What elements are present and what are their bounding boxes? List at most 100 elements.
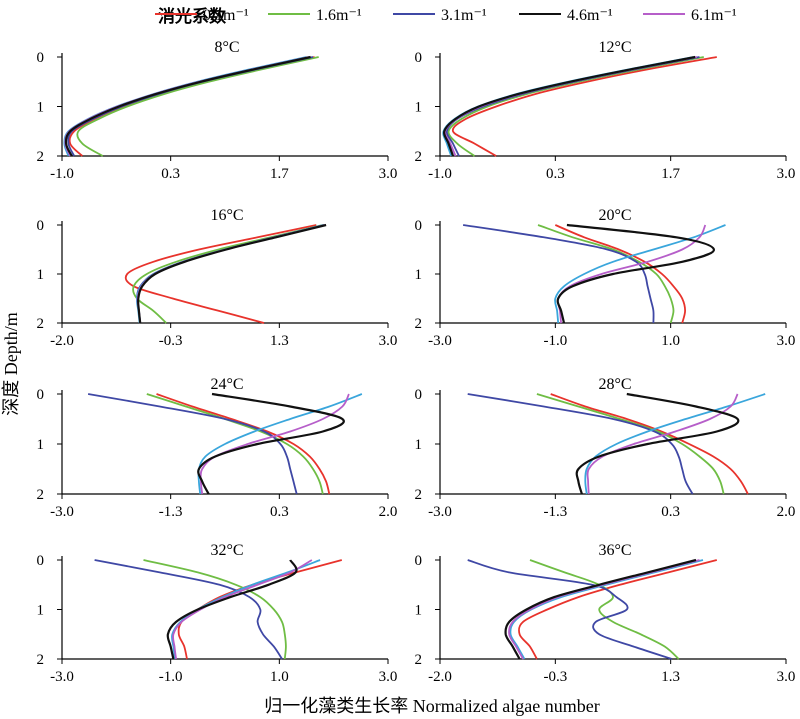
y-tick-label: 2 [37, 652, 45, 668]
y-tick-label: 0 [415, 553, 423, 569]
y-tick-label: 1 [37, 267, 45, 283]
x-tick-label: 0.3 [546, 166, 565, 182]
x-tick-label: -0.3 [159, 333, 183, 349]
series-line [508, 559, 700, 660]
panel: 8°C 0 1 2 -1.0 0.3 1.7 3.0 [37, 39, 398, 182]
series-line [197, 393, 363, 495]
series-line [451, 56, 717, 157]
y-tick-label: 2 [415, 652, 423, 668]
x-tick-label: -3.0 [428, 333, 452, 349]
panel-title: 20°C [598, 207, 631, 224]
legend-label: 6.1m⁻¹ [691, 7, 737, 24]
y-tick-label: 1 [37, 603, 45, 619]
x-tick-label: 1.3 [270, 333, 289, 349]
series-line [136, 224, 325, 324]
x-tick-label: -2.0 [50, 333, 74, 349]
legend: 消光系数 0.1m⁻¹ 1.6m⁻¹ 3.1m⁻¹ 4.6m⁻¹ 6.1m⁻¹ [155, 6, 737, 26]
y-tick-label: 1 [37, 437, 45, 453]
x-tick-label: -1.3 [159, 504, 183, 520]
series-line [197, 392, 345, 495]
series-line [166, 559, 298, 660]
x-tick-label: 1.7 [270, 166, 289, 182]
series-line [509, 559, 704, 660]
series-line [586, 393, 739, 495]
y-tick-label: 0 [37, 387, 45, 403]
series-line [67, 56, 314, 157]
series-line [554, 224, 726, 324]
y-tick-label: 2 [415, 149, 423, 165]
x-tick-label: -1.0 [50, 166, 74, 182]
series-line [504, 558, 697, 660]
series-line [529, 559, 680, 660]
x-tick-label: -1.0 [159, 669, 183, 685]
y-tick-label: 0 [415, 387, 423, 403]
x-tick-label: -3.0 [50, 504, 74, 520]
y-tick-label: 1 [415, 437, 423, 453]
panel: 28°C 0 1 2 -3.0 -1.3 0.3 2.0 [415, 376, 796, 520]
panel: 20°C 0 1 2 -3.0 -1.0 1.0 3.0 [415, 207, 796, 349]
series-line [132, 224, 324, 324]
x-tick-label: 0.3 [661, 504, 680, 520]
series-line [124, 224, 317, 324]
y-tick-label: 1 [415, 100, 423, 116]
x-tick-label: 3.0 [777, 166, 796, 182]
series-line [136, 223, 327, 324]
series-line [467, 393, 694, 495]
x-tick-label: -0.3 [543, 669, 567, 685]
panel-title: 8°C [214, 39, 239, 56]
panel-title: 12°C [598, 39, 631, 56]
legend-label: 0.1m⁻¹ [203, 7, 249, 24]
series-line [156, 393, 331, 495]
x-tick-label: -1.0 [428, 166, 452, 182]
y-tick-label: 1 [415, 267, 423, 283]
y-tick-label: 2 [415, 487, 423, 503]
series-line [143, 559, 287, 660]
panel: 36°C 0 1 2 -2.0 -0.3 1.3 3.0 [415, 542, 796, 685]
panel: 24°C 0 1 2 -3.0 -1.3 0.3 2.0 [37, 376, 398, 520]
series-line [94, 559, 283, 660]
x-tick-label: 1.0 [661, 333, 680, 349]
series-line [443, 55, 696, 157]
y-tick-label: 2 [37, 487, 45, 503]
series-line [76, 56, 319, 157]
panel: 32°C 0 1 2 -3.0 -1.0 1.0 3.0 [37, 542, 398, 685]
x-tick-label: -3.0 [50, 669, 74, 685]
series-line [87, 393, 298, 495]
series-line [518, 559, 718, 660]
x-tick-label: 0.3 [161, 166, 180, 182]
series-line [556, 223, 715, 324]
x-tick-label: 1.7 [661, 166, 680, 182]
x-tick-label: 1.0 [270, 669, 289, 685]
series-line [68, 56, 315, 157]
series-line [199, 393, 350, 495]
series-line [136, 224, 326, 324]
series-line [170, 559, 321, 660]
x-tick-label: 3.0 [379, 166, 398, 182]
y-tick-label: 2 [415, 316, 423, 332]
series-line [536, 393, 725, 495]
x-tick-label: 1.3 [661, 669, 680, 685]
x-tick-label: 2.0 [777, 504, 796, 520]
x-tick-label: 0.3 [270, 504, 289, 520]
panel-title: 16°C [210, 207, 243, 224]
series-line [64, 55, 311, 157]
series-line [445, 56, 700, 157]
panel: 16°C 0 1 2 -2.0 -0.3 1.3 3.0 [37, 207, 398, 349]
x-tick-label: 3.0 [777, 333, 796, 349]
x-tick-label: -1.0 [543, 333, 567, 349]
x-tick-label: -2.0 [428, 669, 452, 685]
legend-label: 3.1m⁻¹ [441, 7, 487, 24]
panel: 12°C 0 1 2 -1.0 0.3 1.7 3.0 [415, 39, 796, 182]
series-line [554, 224, 687, 324]
y-tick-label: 0 [415, 50, 423, 66]
x-tick-label: 3.0 [379, 333, 398, 349]
series-line [135, 224, 324, 324]
legend-label: 1.6m⁻¹ [316, 7, 362, 24]
y-tick-label: 2 [37, 316, 45, 332]
legend-title: 消光系数 [158, 6, 227, 26]
x-tick-label: 2.0 [379, 504, 398, 520]
y-tick-label: 1 [37, 100, 45, 116]
y-tick-label: 2 [37, 149, 45, 165]
panel-title: 24°C [210, 376, 243, 393]
